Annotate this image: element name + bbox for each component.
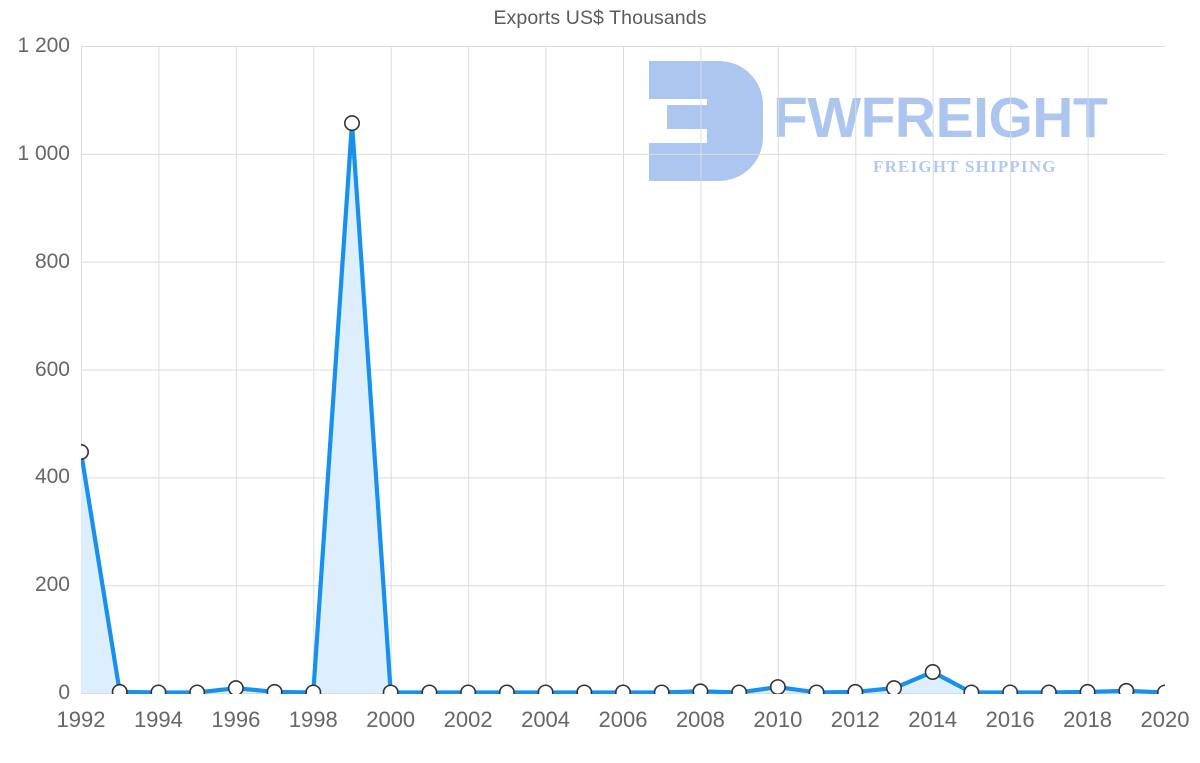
data-point-marker[interactable] <box>150 684 167 694</box>
y-axis-tick-label: 200 <box>34 573 70 597</box>
data-point-marker[interactable] <box>498 684 515 694</box>
data-point-marker[interactable] <box>382 684 399 694</box>
y-axis-tick-label: 1 000 <box>17 141 70 165</box>
data-point-marker[interactable] <box>769 679 786 694</box>
x-axis-tick-label: 2008 <box>675 707 725 732</box>
data-point-marker[interactable] <box>963 684 980 694</box>
data-point-marker[interactable] <box>1157 684 1165 694</box>
data-point-marker[interactable] <box>1079 683 1096 694</box>
y-axis-tick-label: 400 <box>34 465 70 489</box>
plot-canvas <box>81 46 1165 694</box>
data-point-marker[interactable] <box>847 683 864 694</box>
data-point-marker[interactable] <box>305 684 322 694</box>
data-point-marker[interactable] <box>111 683 128 694</box>
data-point-marker[interactable] <box>537 684 554 694</box>
data-point-marker[interactable] <box>808 684 825 694</box>
data-point-marker[interactable] <box>460 684 477 694</box>
x-axis-tick-label: 2020 <box>1140 707 1190 732</box>
data-point-marker[interactable] <box>81 443 89 460</box>
data-point-marker[interactable] <box>266 683 283 694</box>
x-axis-tick-label: 2002 <box>443 707 493 732</box>
data-point-marker[interactable] <box>653 684 670 694</box>
x-axis-tick-label: 1992 <box>56 707 106 732</box>
data-point-marker[interactable] <box>924 663 941 680</box>
y-axis-tick-label: 0 <box>58 681 70 704</box>
data-point-marker[interactable] <box>1040 684 1057 694</box>
chart-title: Exports US$ Thousands <box>493 7 707 29</box>
x-axis-tick-label: 2010 <box>753 707 803 732</box>
data-point-marker[interactable] <box>343 115 360 132</box>
x-axis-tick-label: 1996 <box>211 707 261 732</box>
data-point-marker[interactable] <box>886 680 902 694</box>
x-axis-tick-label: 2018 <box>1063 707 1113 732</box>
x-axis-tick-label: 2012 <box>830 707 880 732</box>
series-area-fill <box>81 123 1165 694</box>
x-axis-tick-label: 2004 <box>521 707 571 732</box>
y-axis-tick-label: 1 200 <box>17 34 70 57</box>
data-point-marker[interactable] <box>692 683 709 694</box>
data-point-marker[interactable] <box>1118 682 1135 694</box>
horizontal-gridlines <box>81 46 1165 694</box>
data-point-marker[interactable] <box>576 684 593 694</box>
series-markers <box>81 115 1165 694</box>
x-axis-tick-label: 1994 <box>133 707 183 732</box>
x-axis-tick-label: 2000 <box>366 707 416 732</box>
x-axis-tick-label: 2014 <box>908 707 958 732</box>
data-point-marker[interactable] <box>421 684 438 694</box>
x-axis-tick-label: 1998 <box>288 707 338 732</box>
x-axis-tick-label: 2006 <box>598 707 648 732</box>
x-axis-tick-label: 2016 <box>985 707 1035 732</box>
data-point-marker[interactable] <box>731 684 748 694</box>
data-point-marker[interactable] <box>227 680 244 694</box>
data-point-marker[interactable] <box>1002 684 1019 694</box>
data-point-marker[interactable] <box>189 684 206 694</box>
y-axis-tick-label: 800 <box>34 249 70 273</box>
plot-area <box>81 46 1165 694</box>
y-axis-tick-label: 600 <box>34 357 70 381</box>
data-point-marker[interactable] <box>615 684 631 694</box>
